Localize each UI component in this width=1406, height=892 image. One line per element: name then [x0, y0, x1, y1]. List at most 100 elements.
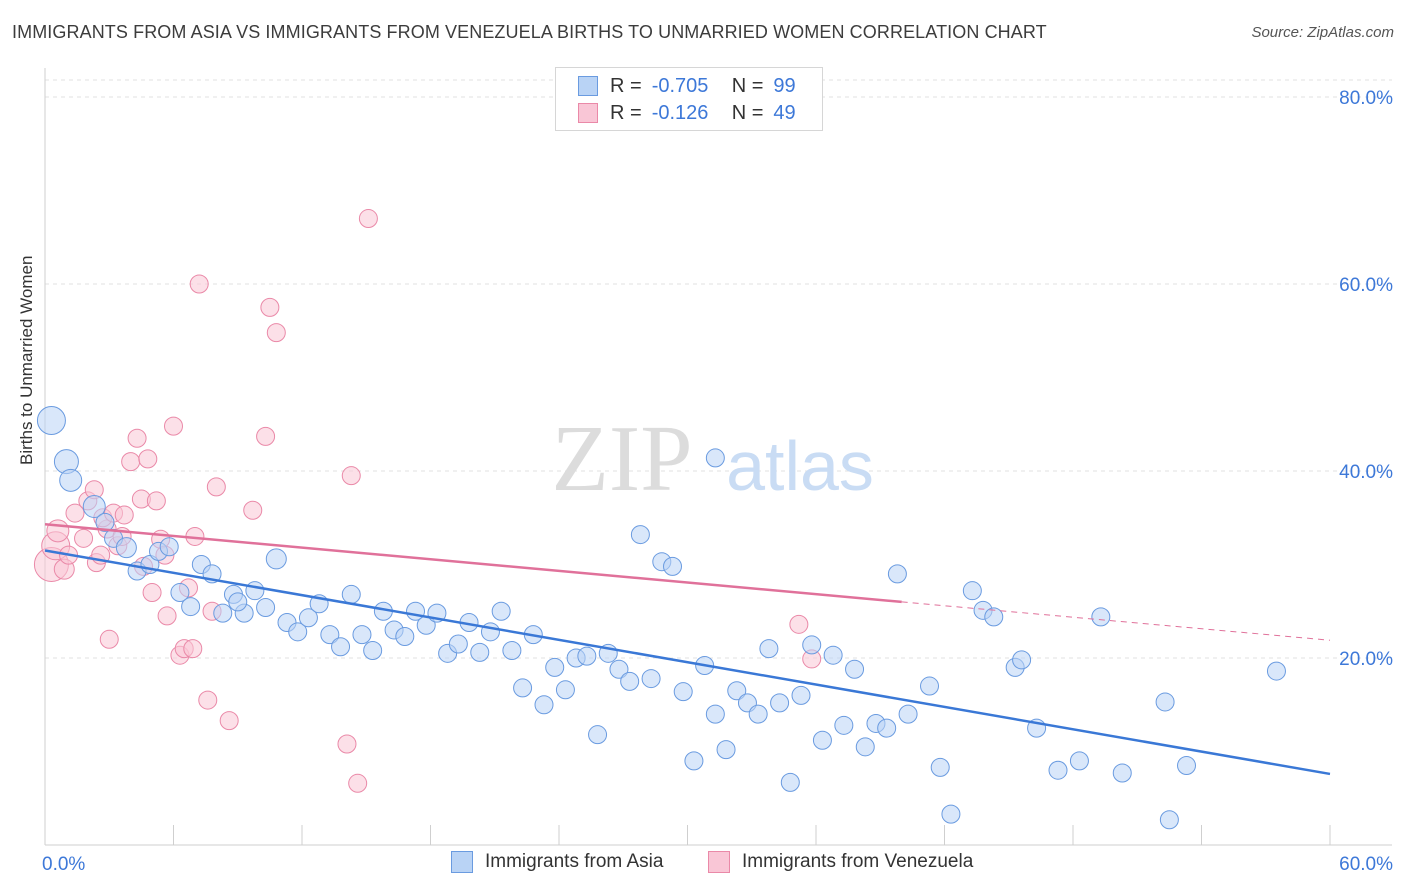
n-value: 99 — [773, 75, 795, 98]
asia-point — [771, 694, 789, 712]
asia-point — [116, 538, 136, 558]
venezuela-point — [342, 467, 360, 485]
asia-point — [846, 660, 864, 678]
asia-point — [706, 449, 724, 467]
asia-point — [514, 679, 532, 697]
venezuela-point — [244, 501, 262, 519]
asia-point — [546, 658, 564, 676]
venezuela-point — [128, 429, 146, 447]
r-label: R = — [610, 102, 642, 125]
asia-point — [342, 585, 360, 603]
asia-point — [803, 636, 821, 654]
asia-point — [60, 469, 82, 491]
r-value: -0.705 — [652, 75, 724, 98]
asia-point — [1267, 662, 1285, 680]
venezuela-point — [790, 615, 808, 633]
asia-point — [214, 604, 232, 622]
r-label: R = — [610, 75, 642, 98]
asia-point — [229, 593, 247, 611]
asia-point — [1070, 752, 1088, 770]
asia-point — [749, 705, 767, 723]
asia-point — [1049, 761, 1067, 779]
asia-point — [332, 638, 350, 656]
venezuela-point — [220, 712, 238, 730]
asia-point — [835, 716, 853, 734]
asia-point — [781, 773, 799, 791]
asia-point — [717, 741, 735, 759]
asia-point — [856, 738, 874, 756]
n-label: N = — [732, 75, 764, 98]
venezuela-point — [207, 478, 225, 496]
venezuela-point — [47, 520, 69, 542]
asia-point — [266, 549, 286, 569]
asia-point — [449, 635, 467, 653]
asia-point — [1113, 764, 1131, 782]
venezuela-point — [257, 427, 275, 445]
correlation-legend: R = -0.705 N = 99 R = -0.126 N = 49 — [555, 67, 823, 131]
asia-point — [182, 598, 200, 616]
asia-point — [589, 726, 607, 744]
asia-point — [471, 643, 489, 661]
series-venezuela — [34, 210, 820, 793]
venezuela-point — [190, 275, 208, 293]
venezuela-trend-extension — [902, 602, 1330, 640]
asia-point — [396, 627, 414, 645]
grid-lines — [45, 80, 1392, 658]
asia-point — [760, 640, 778, 658]
watermark-zip: ZIP — [552, 407, 693, 511]
asia-point — [706, 705, 724, 723]
venezuela-legend-swatch — [708, 851, 730, 873]
y-tick-label: 20.0% — [1339, 649, 1393, 670]
venezuela-point — [100, 630, 118, 648]
asia-point — [257, 599, 275, 617]
asia-point — [674, 683, 692, 701]
asia-point — [353, 626, 371, 644]
asia-trend-line — [45, 550, 1330, 773]
asia-point — [888, 565, 906, 583]
asia-point — [813, 731, 831, 749]
legend-row-venezuela: R = -0.126 N = 49 — [578, 101, 796, 125]
venezuela-point — [143, 584, 161, 602]
asia-point — [664, 557, 682, 575]
asia-point — [942, 805, 960, 823]
asia-point — [1013, 651, 1031, 669]
asia-point — [1156, 693, 1174, 711]
asia-point — [37, 407, 65, 435]
venezuela-swatch — [578, 103, 598, 123]
asia-point — [931, 758, 949, 776]
venezuela-point — [349, 774, 367, 792]
asia-point — [1160, 811, 1178, 829]
n-label: N = — [732, 102, 764, 125]
legend-item-venezuela: Immigrants from Venezuela — [708, 851, 973, 873]
venezuela-point — [199, 691, 217, 709]
asia-point — [556, 681, 574, 699]
asia-point — [364, 642, 382, 660]
series-legend: Immigrants from Asia Immigrants from Ven… — [0, 851, 1406, 879]
trend-lines — [45, 524, 1330, 774]
venezuela-point — [165, 417, 183, 435]
asia-point — [878, 719, 896, 737]
asia-point — [1178, 757, 1196, 775]
asia-point — [481, 623, 499, 641]
asia-point — [899, 705, 917, 723]
asia-point — [503, 642, 521, 660]
asia-point — [535, 696, 553, 714]
venezuela-point — [267, 324, 285, 342]
venezuela-legend-label: Immigrants from Venezuela — [742, 851, 973, 873]
venezuela-point — [147, 492, 165, 510]
asia-point — [621, 672, 639, 690]
venezuela-point — [115, 506, 133, 524]
asia-point — [685, 752, 703, 770]
asia-point — [492, 602, 510, 620]
venezuela-point — [261, 298, 279, 316]
asia-point — [160, 538, 178, 556]
asia-point — [642, 670, 660, 688]
asia-point — [963, 582, 981, 600]
asia-swatch — [578, 76, 598, 96]
r-value: -0.126 — [652, 102, 724, 125]
chart-canvas: ZIP atlas 20.0%40.0%60.0%80.0%0.0% 60.0% — [0, 0, 1406, 892]
venezuela-point — [338, 735, 356, 753]
asia-point — [792, 686, 810, 704]
y-tick-label: 80.0% — [1339, 88, 1393, 109]
venezuela-point — [139, 450, 157, 468]
